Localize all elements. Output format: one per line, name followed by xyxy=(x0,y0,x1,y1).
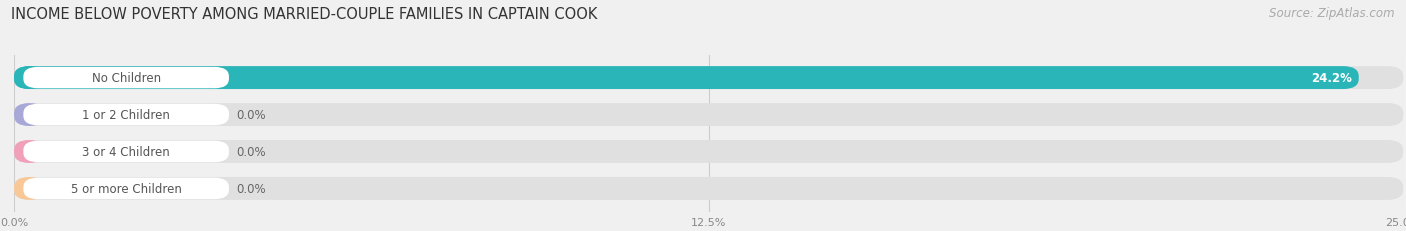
Text: Source: ZipAtlas.com: Source: ZipAtlas.com xyxy=(1270,7,1395,20)
FancyBboxPatch shape xyxy=(14,104,45,126)
Text: 1 or 2 Children: 1 or 2 Children xyxy=(82,109,170,122)
FancyBboxPatch shape xyxy=(24,178,229,199)
FancyBboxPatch shape xyxy=(14,177,45,200)
FancyBboxPatch shape xyxy=(14,140,1403,163)
FancyBboxPatch shape xyxy=(14,104,1403,126)
Text: 0.0%: 0.0% xyxy=(236,109,266,122)
FancyBboxPatch shape xyxy=(14,67,1358,90)
FancyBboxPatch shape xyxy=(24,141,229,162)
FancyBboxPatch shape xyxy=(14,67,45,90)
FancyBboxPatch shape xyxy=(24,68,229,89)
Text: INCOME BELOW POVERTY AMONG MARRIED-COUPLE FAMILIES IN CAPTAIN COOK: INCOME BELOW POVERTY AMONG MARRIED-COUPL… xyxy=(11,7,598,22)
Text: 24.2%: 24.2% xyxy=(1310,72,1351,85)
Text: No Children: No Children xyxy=(91,72,160,85)
FancyBboxPatch shape xyxy=(24,104,229,126)
Text: 0.0%: 0.0% xyxy=(236,182,266,195)
Text: 5 or more Children: 5 or more Children xyxy=(70,182,181,195)
FancyBboxPatch shape xyxy=(14,177,1403,200)
Text: 0.0%: 0.0% xyxy=(236,145,266,158)
Text: 3 or 4 Children: 3 or 4 Children xyxy=(83,145,170,158)
FancyBboxPatch shape xyxy=(14,67,1403,90)
FancyBboxPatch shape xyxy=(14,140,45,163)
